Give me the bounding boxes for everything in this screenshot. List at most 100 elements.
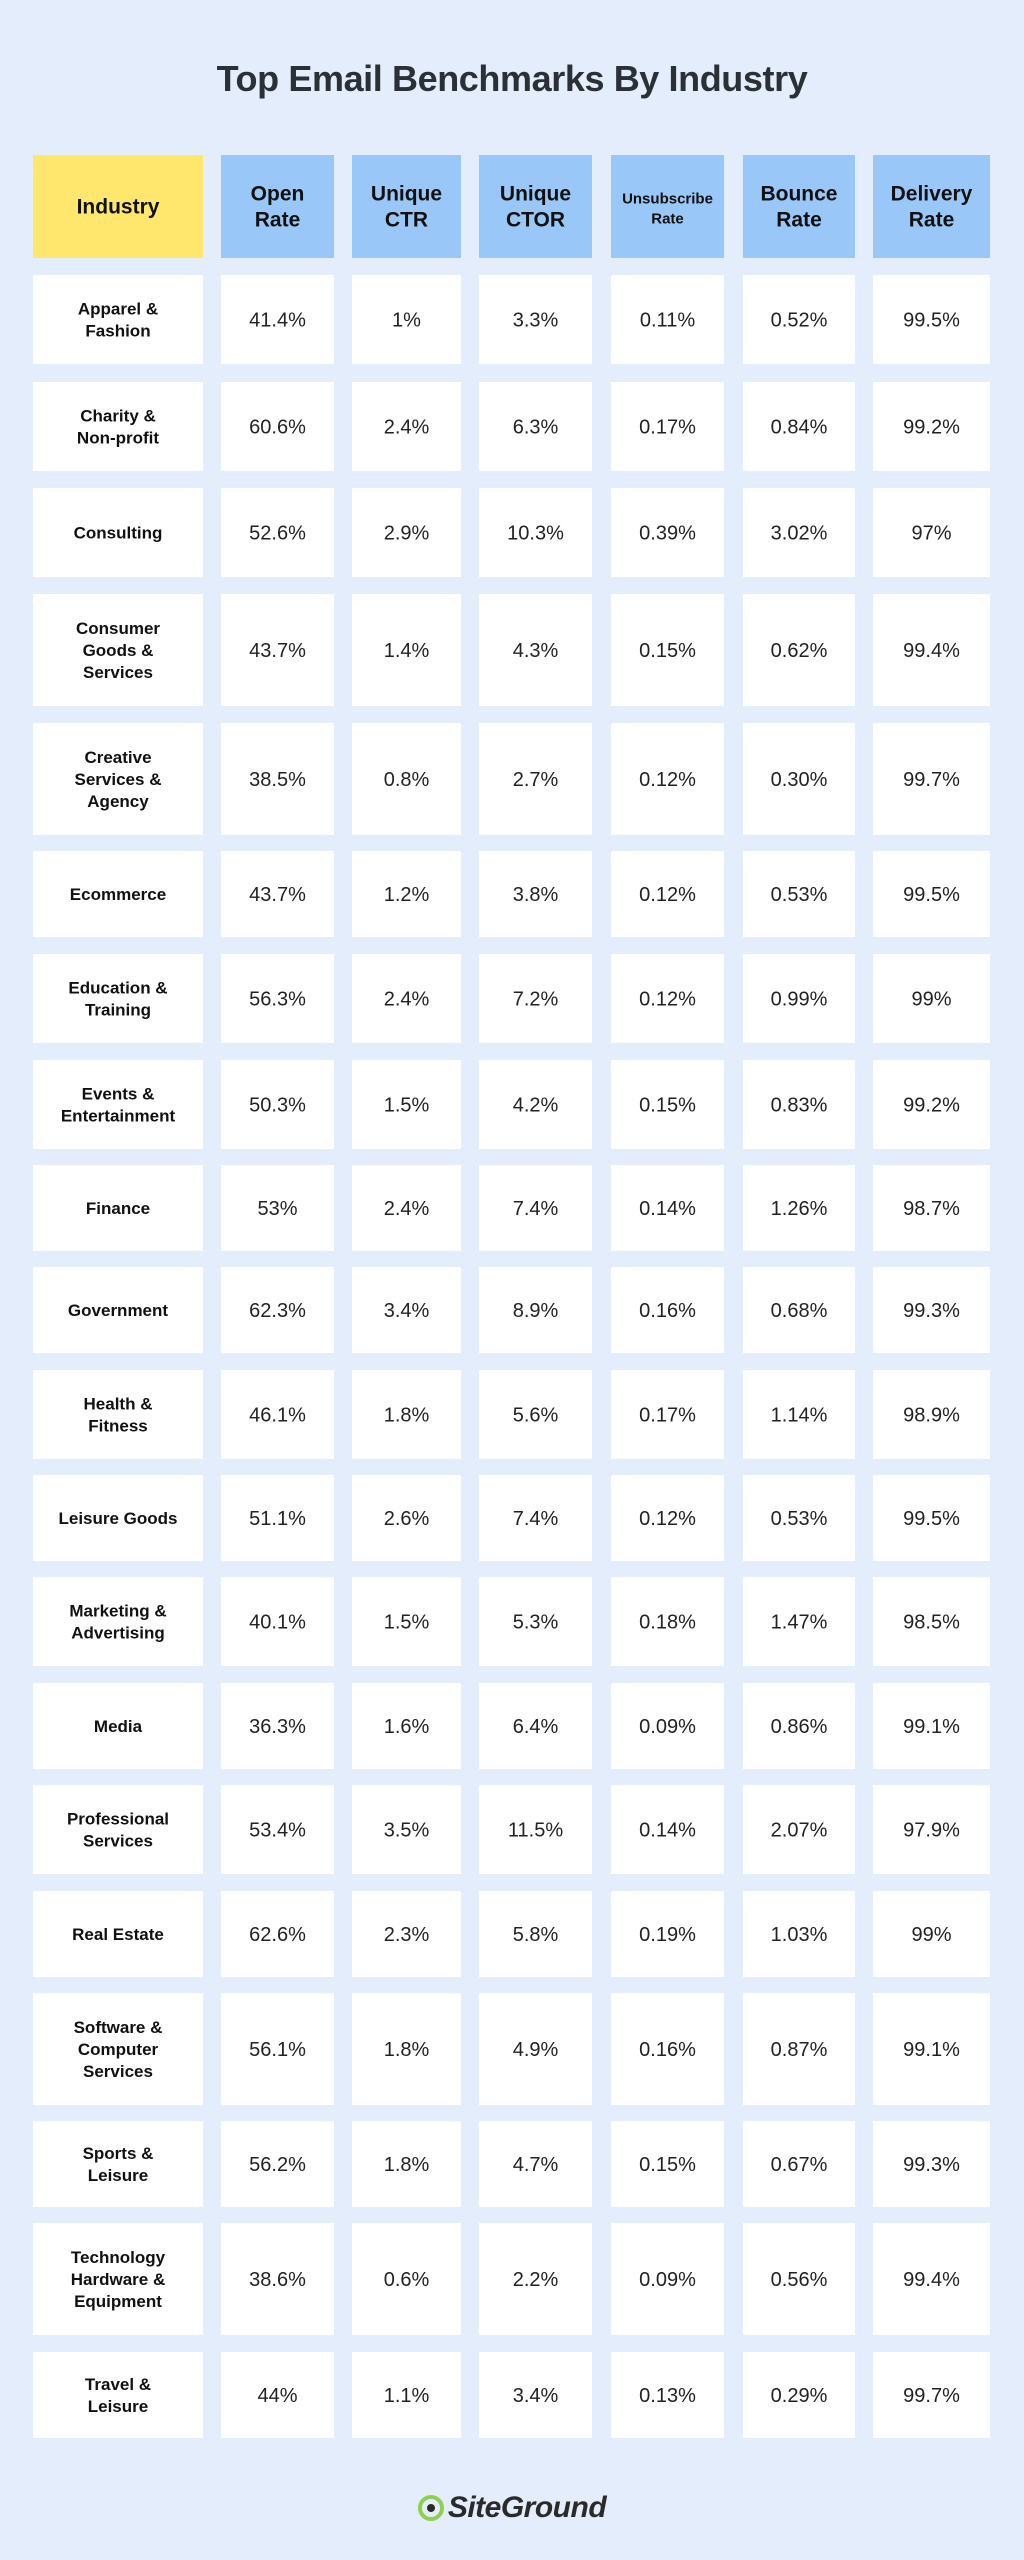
value-cell: 0.09%: [639, 1716, 696, 1738]
value-cell: 5.3%: [513, 1612, 559, 1634]
cell-bg: [33, 1577, 203, 1666]
cell-bg: [33, 2352, 203, 2438]
header-cell: Unique CTOR: [479, 155, 592, 258]
cell-bg: [611, 1475, 724, 1561]
cell-bg: [743, 851, 855, 937]
value-cell: 4.3%: [513, 640, 559, 662]
value-cell: 0.14%: [639, 1198, 696, 1220]
value-cell: 38.5%: [249, 769, 306, 791]
value-cell: 0.53%: [771, 884, 828, 906]
value-cell: 1.8%: [384, 2154, 430, 2176]
cell-bg: [33, 1683, 203, 1769]
cell-bg: [611, 1683, 724, 1769]
cell-bg: [33, 2121, 203, 2207]
value-cell: 11.5%: [508, 1820, 563, 1842]
cell-bg: [611, 1785, 724, 1874]
value-cell: 99.5%: [903, 1508, 960, 1530]
cell-bg: [873, 275, 990, 364]
cell-bg: [479, 275, 592, 364]
industry-label: Sports & Leisure: [83, 2144, 154, 2185]
value-cell: 99.7%: [903, 2385, 960, 2407]
cell-bg: [873, 382, 990, 471]
value-cell: 0.09%: [639, 2269, 696, 2291]
value-cell: 99.5%: [903, 310, 960, 332]
cell-bg: [352, 2223, 461, 2335]
cell-bg: [873, 1683, 990, 1769]
industry-label: Ecommerce: [70, 885, 166, 904]
cell-bg: [33, 954, 203, 1043]
industry-label: Events & Entertainment: [61, 1085, 176, 1126]
value-cell: 10.3%: [507, 523, 564, 545]
value-cell: 0.12%: [639, 1508, 696, 1530]
cell-bg: [479, 1785, 592, 1874]
cell-bg: [33, 1165, 203, 1251]
cell-bg: [352, 1165, 461, 1251]
value-cell: 2.3%: [384, 1924, 430, 1946]
value-cell: 56.2%: [249, 2154, 306, 2176]
header-label: Delivery Rate: [891, 183, 973, 232]
value-cell: 99.3%: [903, 2154, 960, 2176]
value-cell: 1.47%: [771, 1612, 828, 1634]
value-cell: 99.2%: [903, 417, 960, 439]
value-cell: 1%: [392, 310, 421, 332]
header-cell: Delivery Rate: [873, 155, 990, 258]
cell-bg: [743, 1577, 855, 1666]
cell-bg: [352, 1370, 461, 1459]
value-cell: 99.3%: [903, 1300, 960, 1322]
value-cell: 46.1%: [249, 1405, 306, 1427]
cell-bg: [873, 723, 990, 835]
industry-label: Finance: [86, 1199, 150, 1218]
value-cell: 1.26%: [771, 1198, 828, 1220]
cell-bg: [873, 1267, 990, 1353]
value-cell: 99.4%: [903, 640, 960, 662]
table-row: Education & Training 56.3% 2.4% 7.2% 0.12% 0.9…: [33, 954, 990, 1043]
table-row: Finance 53% 2.4% 7.4% 0.14% 1.26% 98.7%: [33, 1165, 990, 1251]
cell-bg: [221, 382, 334, 471]
cell-bg: [873, 488, 990, 577]
value-cell: 1.6%: [384, 1716, 430, 1738]
cell-bg: [352, 1785, 461, 1874]
value-cell: 0.17%: [639, 417, 696, 439]
cell-bg: [479, 1891, 592, 1977]
table-row: Events & Entertainment 50.3% 1.5% 4.2% 0.15% 0…: [33, 1060, 990, 1149]
header-cell-industry: Industry: [33, 155, 203, 258]
value-cell: 2.9%: [384, 523, 430, 545]
header-cell: Unique CTR: [352, 155, 461, 258]
table-row: Marketing & Advertising 40.1% 1.5% 5.3% 0.18%…: [33, 1577, 990, 1666]
cell-bg: [611, 275, 724, 364]
industry-label: Leisure Goods: [58, 1509, 177, 1528]
table-row: Ecommerce 43.7% 1.2% 3.8% 0.12% 0.53% 99.5%: [33, 851, 990, 937]
cell-bg: [743, 1370, 855, 1459]
value-cell: 3.4%: [513, 2385, 559, 2407]
cell-bg: [479, 1267, 592, 1353]
cell-bg: [352, 2352, 461, 2438]
cell-bg: [33, 2223, 203, 2335]
cell-bg: [743, 1785, 855, 1874]
cell-bg: [743, 2121, 855, 2207]
table-row: Media 36.3% 1.6% 6.4% 0.09% 0.86% 99.1%: [33, 1683, 990, 1769]
value-cell: 52.6%: [249, 523, 306, 545]
cell-bg: [743, 1891, 855, 1977]
value-cell: 43.7%: [249, 884, 306, 906]
industry-label: Consumer Goods & Services: [76, 619, 160, 682]
cell-bg: [33, 488, 203, 577]
cell-bg: [743, 1267, 855, 1353]
cell-bg: [221, 2223, 334, 2335]
cell-bg: [479, 1165, 592, 1251]
cell-bg: [221, 1993, 334, 2105]
cell-bg: [479, 1993, 592, 2105]
cell-bg: [873, 954, 990, 1043]
cell-bg: [611, 2352, 724, 2438]
value-cell: 99.5%: [903, 884, 960, 906]
value-cell: 1.5%: [384, 1612, 430, 1634]
industry-label: Creative Services & Agency: [75, 748, 162, 811]
cell-bg: [33, 275, 203, 364]
industry-label: Real Estate: [72, 1925, 164, 1944]
value-cell: 53.4%: [249, 1820, 306, 1842]
value-cell: 1.8%: [384, 1405, 430, 1427]
value-cell: 0.84%: [771, 417, 828, 439]
value-cell: 4.2%: [513, 1095, 559, 1117]
value-cell: 0.68%: [771, 1300, 828, 1322]
table-row: Travel & Leisure 44% 1.1% 3.4% 0.13% 0.29% 99.7…: [33, 2352, 990, 2438]
cell-bg: [221, 1683, 334, 1769]
